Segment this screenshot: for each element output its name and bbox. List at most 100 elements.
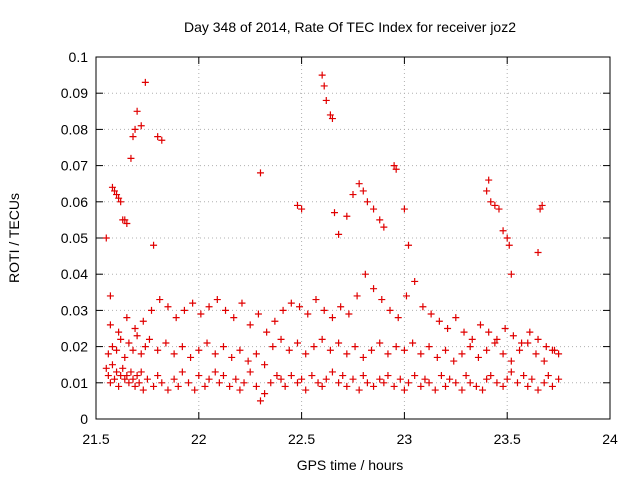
data-point <box>133 332 141 340</box>
data-point <box>111 187 119 195</box>
data-point <box>544 372 552 380</box>
data-point <box>472 382 480 390</box>
data-point <box>164 303 172 311</box>
data-point <box>137 350 145 358</box>
data-point <box>263 328 271 336</box>
data-point <box>400 386 408 394</box>
data-point <box>261 390 269 398</box>
data-point <box>308 372 316 380</box>
data-point <box>349 375 357 383</box>
data-point <box>499 382 507 390</box>
plot-frame <box>95 56 611 420</box>
data-point <box>335 230 343 238</box>
data-point <box>485 328 493 336</box>
data-point <box>386 306 394 314</box>
data-point <box>425 343 433 351</box>
data-point <box>121 353 129 361</box>
data-point <box>219 343 227 351</box>
data-point <box>226 382 234 390</box>
data-point <box>534 335 542 343</box>
data-point <box>104 350 112 358</box>
data-point <box>462 372 470 380</box>
data-point <box>328 314 336 322</box>
x-tick-label: 21.5 <box>82 431 109 447</box>
data-point <box>446 375 454 383</box>
data-point <box>394 314 402 322</box>
data-point <box>376 216 384 224</box>
y-tick-label: 0.07 <box>61 158 88 174</box>
data-point <box>355 180 363 188</box>
data-point <box>106 321 114 329</box>
data-point <box>487 372 495 380</box>
data-point <box>405 241 413 249</box>
grid-lines <box>96 57 610 419</box>
data-point <box>524 382 532 390</box>
data-point <box>115 328 123 336</box>
data-point <box>466 343 474 351</box>
data-point <box>431 386 439 394</box>
data-point <box>123 372 131 380</box>
data-point <box>285 346 293 354</box>
data-point <box>343 350 351 358</box>
data-point <box>542 343 550 351</box>
data-point <box>195 372 203 380</box>
data-point <box>174 382 182 390</box>
data-point <box>236 346 244 354</box>
data-point <box>335 339 343 347</box>
data-point <box>170 375 178 383</box>
x-tick-label: 22 <box>191 431 207 447</box>
data-point <box>370 285 378 293</box>
data-point <box>384 372 392 380</box>
data-point <box>129 133 137 141</box>
y-tick-label: 0 <box>80 411 88 427</box>
data-point <box>298 205 306 213</box>
data-point <box>370 382 378 390</box>
data-point <box>211 350 219 358</box>
data-point <box>127 368 135 376</box>
data-point <box>421 375 429 383</box>
data-point <box>534 386 542 394</box>
data-point <box>287 299 295 307</box>
data-point <box>538 201 546 209</box>
data-point <box>123 314 131 322</box>
data-point <box>370 205 378 213</box>
data-point <box>505 241 513 249</box>
data-point <box>513 379 521 387</box>
data-point <box>293 201 301 209</box>
data-point <box>113 191 121 199</box>
data-point <box>246 321 254 329</box>
data-point <box>442 346 450 354</box>
data-point <box>197 310 205 318</box>
data-point <box>178 343 186 351</box>
data-point <box>254 310 262 318</box>
data-point <box>392 165 400 173</box>
data-point <box>555 375 563 383</box>
data-point <box>111 375 119 383</box>
data-point <box>232 375 240 383</box>
data-point <box>425 379 433 387</box>
data-point <box>411 372 419 380</box>
data-point <box>499 350 507 358</box>
data-point <box>405 379 413 387</box>
data-point <box>466 379 474 387</box>
data-point <box>503 375 511 383</box>
data-point <box>137 122 145 130</box>
data-point <box>108 183 116 191</box>
data-point <box>117 335 125 343</box>
data-point <box>411 277 419 285</box>
data-point <box>368 346 376 354</box>
data-point <box>293 379 301 387</box>
data-point <box>555 350 563 358</box>
data-point <box>271 317 279 325</box>
data-points <box>102 71 563 405</box>
y-tick-label: 0.09 <box>61 85 88 101</box>
data-point <box>532 350 540 358</box>
data-point <box>501 325 509 332</box>
data-point <box>452 379 460 387</box>
data-point <box>452 314 460 322</box>
data-point <box>355 386 363 394</box>
data-point <box>337 303 345 311</box>
data-point <box>359 372 367 380</box>
data-point <box>349 191 357 199</box>
data-point <box>195 346 203 354</box>
